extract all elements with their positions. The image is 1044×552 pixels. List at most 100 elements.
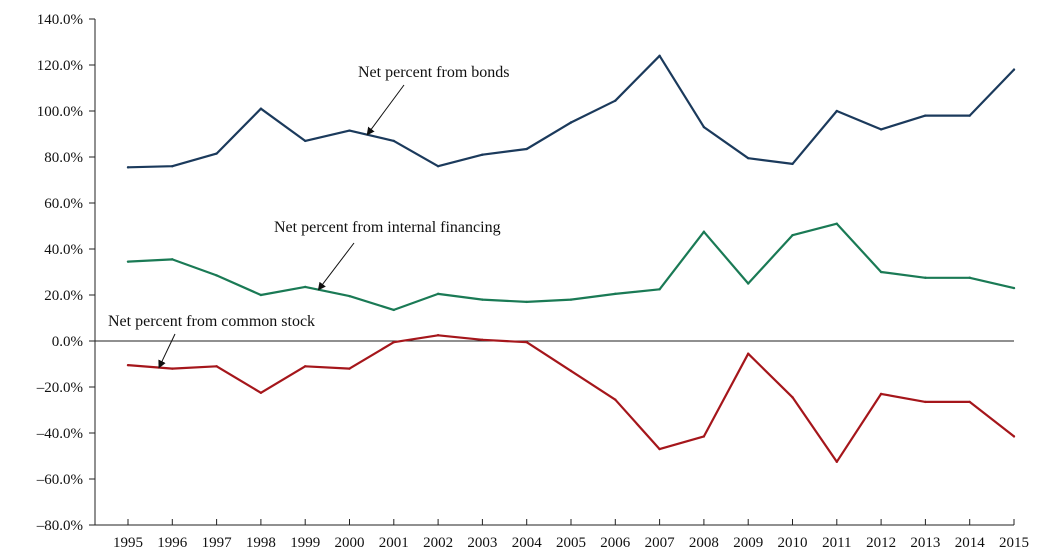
annotation-layer: Net percent from bonds Net percent from … [108, 64, 510, 369]
data-point-bonds [215, 152, 218, 155]
x-tick-label: 2013 [910, 535, 940, 551]
x-tick-label: 1999 [290, 535, 320, 551]
y-tick-label: 60.0% [44, 196, 83, 212]
y-tick-label: 120.0% [37, 58, 83, 74]
annotation-arrow-bonds [366, 84, 405, 136]
data-point-common [1012, 435, 1016, 438]
annotation-common-stock: Net percent from common stock [108, 313, 315, 330]
data-point-internal [791, 234, 794, 237]
data-point-internal [747, 282, 750, 285]
data-point-internal [304, 285, 307, 289]
data-point-bonds [569, 121, 573, 124]
data-point-bonds [791, 162, 794, 166]
points-layer [126, 54, 1016, 463]
data-point-common [348, 367, 351, 370]
y-tick-label: 40.0% [44, 242, 83, 258]
data-point-internal [481, 298, 484, 301]
data-point-internal [436, 292, 440, 296]
series-line-internal [127, 222, 1015, 311]
x-tick-label: 2008 [689, 535, 719, 551]
y-tick-label: –60.0% [36, 472, 83, 488]
data-point-internal [968, 276, 971, 279]
y-tick-label: 80.0% [44, 150, 83, 166]
data-point-common [747, 352, 750, 355]
data-point-common [835, 460, 838, 463]
data-point-bonds [835, 109, 838, 113]
data-point-common [791, 396, 794, 399]
data-point-internal [126, 260, 130, 263]
data-point-common [924, 400, 927, 404]
data-point-bonds [304, 139, 307, 143]
data-point-bonds [1012, 68, 1016, 71]
data-point-bonds [702, 125, 706, 129]
data-point-internal [702, 230, 706, 233]
data-point-bonds [259, 107, 263, 110]
annotation-arrow-common [158, 333, 176, 369]
data-point-common [215, 365, 218, 368]
data-point-bonds [525, 147, 528, 151]
data-point-bonds [747, 156, 750, 160]
annotation-bonds: Net percent from bonds [358, 64, 510, 81]
x-tick-label: 2009 [733, 535, 763, 551]
data-point-internal [658, 288, 661, 291]
data-point-bonds [924, 114, 927, 117]
x-tick-label: 2002 [423, 535, 453, 551]
data-point-internal [348, 294, 351, 298]
data-point-internal [215, 274, 218, 277]
y-tick-label: 100.0% [37, 104, 83, 120]
data-point-common [525, 340, 528, 344]
x-tick-label: 2004 [512, 535, 543, 551]
data-point-common [658, 447, 661, 451]
data-point-internal [259, 293, 263, 297]
data-point-bonds [392, 139, 395, 143]
data-point-common [702, 435, 706, 438]
x-tick-label: 2011 [822, 535, 851, 551]
data-point-common [614, 398, 617, 401]
y-tick-label: 0.0% [52, 334, 83, 350]
x-tick-label: 2012 [866, 535, 896, 551]
x-tick-label: 2005 [556, 535, 586, 551]
data-point-common [126, 363, 130, 367]
data-point-bonds [968, 114, 971, 117]
data-point-common [968, 400, 971, 404]
data-point-bonds [348, 129, 351, 132]
x-axis: 1995 1996 1997 1998 1999 2000 2001 2002 2003 2004… [95, 519, 1029, 551]
data-point-internal [614, 292, 617, 296]
data-point-bonds [879, 128, 883, 131]
data-point-bonds [658, 54, 661, 57]
data-point-common [436, 334, 440, 337]
annotation-internal-financing: Net percent from internal financing [274, 219, 501, 236]
series-line-common [127, 334, 1015, 463]
y-axis: 140.0% 120.0% 100.0% 80.0% 60.0% 40.0% 20.0% 0.… [36, 12, 1014, 534]
y-tick-label: –80.0% [36, 518, 83, 534]
x-tick-label: 2010 [778, 535, 808, 551]
data-point-internal [171, 258, 174, 261]
data-point-bonds [126, 166, 130, 169]
series-line-bonds [127, 54, 1015, 169]
data-point-internal [835, 222, 838, 225]
data-point-common [481, 338, 484, 342]
x-tick-label: 2014 [955, 535, 986, 551]
y-tick-label: –40.0% [36, 426, 83, 442]
data-point-common [304, 365, 307, 368]
data-point-internal [1012, 286, 1016, 290]
data-point-internal [924, 276, 927, 279]
x-tick-label: 1997 [202, 535, 233, 551]
x-tick-label: 1998 [246, 535, 276, 551]
data-point-bonds [481, 153, 484, 156]
x-tick-label: 2006 [600, 535, 631, 551]
x-tick-label: 2000 [335, 535, 365, 551]
data-point-internal [392, 308, 395, 312]
x-tick-label: 1996 [157, 535, 188, 551]
data-point-bonds [171, 165, 174, 168]
x-tick-label: 2003 [467, 535, 497, 551]
data-point-internal [525, 300, 528, 304]
data-point-internal [879, 270, 883, 274]
data-point-bonds [614, 99, 617, 102]
y-tick-label: 20.0% [44, 288, 83, 304]
x-tick-label: 1995 [113, 535, 143, 551]
y-tick-label: 140.0% [37, 12, 83, 28]
x-tick-label: 2007 [645, 535, 676, 551]
data-point-bonds [436, 165, 440, 168]
